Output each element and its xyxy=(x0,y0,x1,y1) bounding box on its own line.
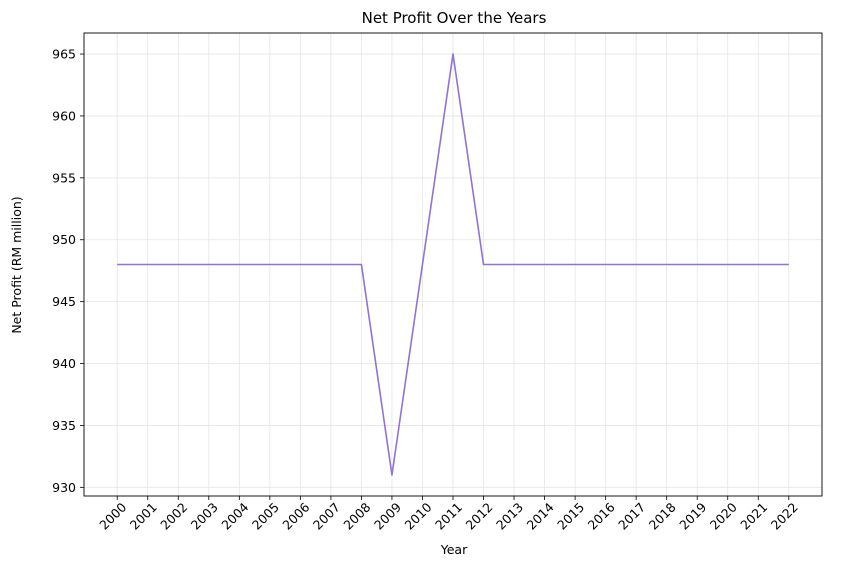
y-tick-label: 960 xyxy=(52,108,76,123)
x-tick-label: 2018 xyxy=(646,499,679,532)
x-tick-label: 2005 xyxy=(249,500,282,533)
series-layer xyxy=(117,53,789,476)
x-tick-label: 2011 xyxy=(432,500,465,533)
x-tick-label: 2019 xyxy=(676,499,709,532)
x-tick-label: 2006 xyxy=(279,499,312,532)
y-tick-label: 950 xyxy=(52,232,76,247)
x-tick-label: 2014 xyxy=(524,499,557,532)
x-tick-label: 2015 xyxy=(554,500,587,533)
y-tick-label: 955 xyxy=(52,170,76,185)
y-tick-label: 940 xyxy=(52,356,76,371)
y-tick-label: 935 xyxy=(52,418,76,433)
x-tick-label: 2008 xyxy=(340,499,373,532)
x-tick-label: 2002 xyxy=(157,500,190,533)
x-tick-label: 2001 xyxy=(127,500,160,533)
x-axis: 2000200120022003200420052006200720082009… xyxy=(96,496,801,533)
y-axis: 930 935 940 945 950 955 960 965 xyxy=(52,47,84,495)
x-tick-label: 2021 xyxy=(737,500,770,533)
x-tick-label: 2012 xyxy=(463,500,496,533)
x-tick-label: 2000 xyxy=(96,499,129,532)
x-tick-label: 2004 xyxy=(218,499,251,532)
x-axis-label: Year xyxy=(440,542,468,557)
y-axis-label: Net Profit (RM million) xyxy=(9,196,24,333)
chart-title: Net Profit Over the Years xyxy=(362,9,547,27)
x-tick-label: 2009 xyxy=(371,499,404,532)
x-tick-label: 2022 xyxy=(768,500,801,533)
x-tick-label: 2013 xyxy=(493,500,526,533)
x-tick-label: 2017 xyxy=(615,500,648,533)
series-line xyxy=(117,53,789,476)
y-tick-label: 965 xyxy=(52,47,76,62)
y-tick-label: 945 xyxy=(52,294,76,309)
x-tick-label: 2007 xyxy=(310,500,343,533)
x-tick-label: 2020 xyxy=(707,499,740,532)
x-tick-label: 2016 xyxy=(585,499,618,532)
x-tick-label: 2010 xyxy=(401,499,434,532)
x-tick-label: 2003 xyxy=(188,500,221,533)
y-tick-label: 930 xyxy=(52,480,76,495)
